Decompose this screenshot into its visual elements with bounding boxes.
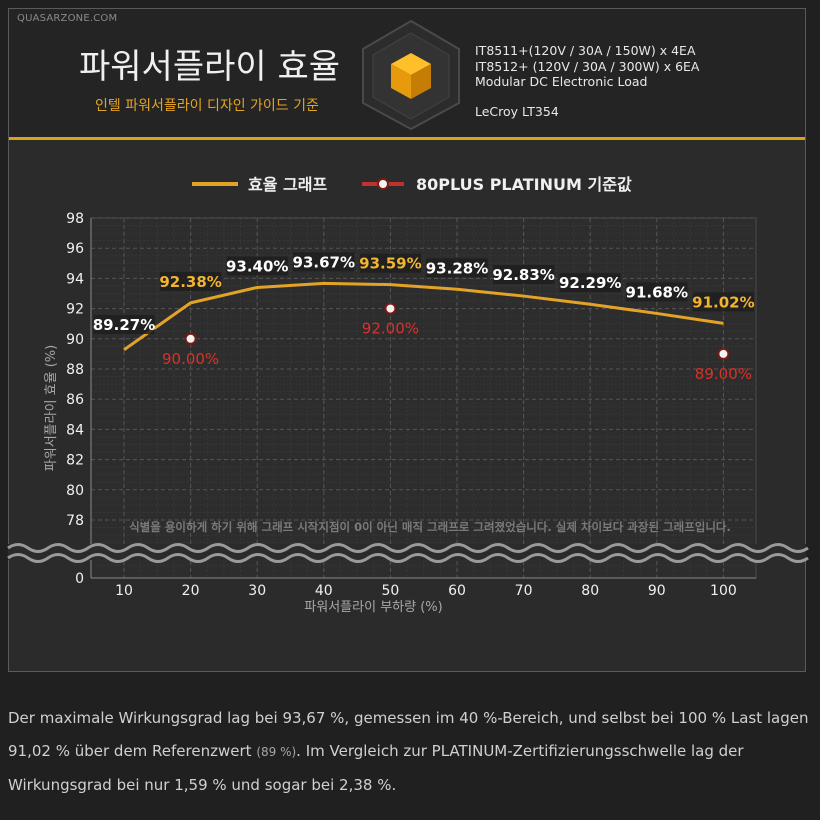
oscilloscope-model: LeCroy LT354 bbox=[475, 103, 559, 119]
reference-data-label: 89.00% bbox=[695, 365, 752, 383]
efficiency-data-label: 92.29% bbox=[559, 274, 621, 292]
efficiency-data-label: 93.59% bbox=[359, 255, 421, 273]
source-watermark: QUASARZONE.COM bbox=[17, 13, 118, 24]
reference-point bbox=[717, 347, 730, 360]
equipment-specs: IT8511+(120V / 30A / 150W) x 4EA IT8512+… bbox=[475, 43, 699, 119]
legend-reference-marker-dot bbox=[377, 178, 389, 190]
x-tick-label: 80 bbox=[581, 583, 599, 599]
page-subtitle: 인텔 파워서플라이 디자인 가이드 기준 bbox=[95, 98, 319, 114]
data-label-background bbox=[226, 256, 288, 276]
x-tick-label: 40 bbox=[315, 583, 333, 599]
spec-line: IT8512+ (120V / 30A / 300W) x 6EA bbox=[475, 58, 700, 74]
x-tick-label: 100 bbox=[710, 583, 737, 599]
page-title: 파워서플라이 효율 bbox=[79, 47, 341, 87]
spec-line: Modular DC Electronic Load bbox=[475, 74, 648, 89]
axis-break-wave bbox=[7, 543, 809, 553]
y-tick-label: 78 bbox=[66, 513, 84, 529]
y-tick-label: 98 bbox=[66, 211, 84, 227]
y-tick-label: 86 bbox=[66, 392, 84, 408]
spec-line: IT8511+(120V / 30A / 150W) x 4EA bbox=[475, 43, 696, 58]
y-tick-label: 0 bbox=[75, 571, 84, 587]
y-tick-label: 90 bbox=[66, 332, 84, 348]
x-tick-label: 60 bbox=[448, 583, 466, 599]
y-tick-label: 96 bbox=[66, 241, 84, 257]
efficiency-data-label: 93.28% bbox=[426, 259, 488, 277]
x-tick-label: 10 bbox=[115, 583, 133, 599]
axis-break-wave bbox=[7, 553, 809, 563]
efficiency-data-label: 92.38% bbox=[159, 273, 221, 291]
description-reference: (89 %) bbox=[256, 745, 297, 759]
header-banner: QUASARZONE.COM 파워서플라이 효율 인텔 파워서플라이 디자인 가… bbox=[9, 9, 805, 140]
reference-point bbox=[184, 332, 197, 345]
data-label-background bbox=[559, 273, 621, 293]
efficiency-series-line bbox=[123, 281, 724, 352]
x-tick-label: 30 bbox=[248, 583, 266, 599]
x-axis-title: 파워서플라이 부하량 (%) bbox=[304, 600, 442, 615]
x-tick-label: 50 bbox=[381, 583, 399, 599]
description-part-2: . Im Vergleich zur PLATINUM-Zertifizieru… bbox=[8, 742, 744, 794]
legend-reference-label: 80PLUS PLATINUM 기준값 bbox=[416, 175, 632, 194]
data-label-background bbox=[493, 265, 555, 285]
data-label-background bbox=[426, 258, 488, 278]
description-part-1: Der maximale Wirkungsgrad lag bei 93,67 … bbox=[8, 709, 809, 760]
data-label-background bbox=[359, 253, 421, 273]
efficiency-data-label: 91.02% bbox=[692, 293, 754, 311]
reference-point bbox=[384, 302, 397, 315]
hexagon-cube-logo bbox=[362, 19, 460, 131]
data-label-background bbox=[626, 282, 688, 302]
legend-efficiency-label: 효율 그래프 bbox=[248, 175, 327, 194]
reference-data-label: 92.00% bbox=[362, 320, 419, 338]
description-text: Der maximale Wirkungsgrad lag bei 93,67 … bbox=[8, 702, 812, 802]
data-label-background bbox=[692, 292, 754, 312]
x-tick-label: 20 bbox=[182, 583, 200, 599]
data-label-background bbox=[160, 271, 222, 291]
x-tick-label: 70 bbox=[515, 583, 533, 599]
y-axis-title: 파워서플라이 효율 (%) bbox=[44, 345, 59, 471]
y-tick-label: 80 bbox=[66, 483, 84, 499]
y-tick-label: 84 bbox=[66, 422, 84, 438]
efficiency-data-label: 93.40% bbox=[226, 257, 288, 275]
data-label-background bbox=[93, 315, 155, 334]
efficiency-data-label: 93.67% bbox=[293, 253, 355, 271]
chart-annotation: 식별을 용이하게 하기 위해 그래프 시작지점이 0이 아닌 매직 그래프로 그… bbox=[129, 520, 731, 534]
efficiency-chart: 1020304050607080901000767880828486889092… bbox=[7, 175, 809, 615]
data-label-background bbox=[293, 252, 355, 272]
reference-data-label: 90.00% bbox=[162, 350, 219, 368]
efficiency-data-label: 92.83% bbox=[492, 266, 554, 284]
y-tick-label: 94 bbox=[66, 271, 84, 287]
x-tick-label: 90 bbox=[648, 583, 666, 599]
y-tick-label: 92 bbox=[66, 302, 84, 318]
efficiency-data-label: 89.27% bbox=[93, 316, 155, 334]
y-tick-label: 82 bbox=[66, 453, 84, 469]
y-tick-label: 88 bbox=[66, 362, 84, 378]
efficiency-data-label: 91.68% bbox=[626, 283, 688, 301]
